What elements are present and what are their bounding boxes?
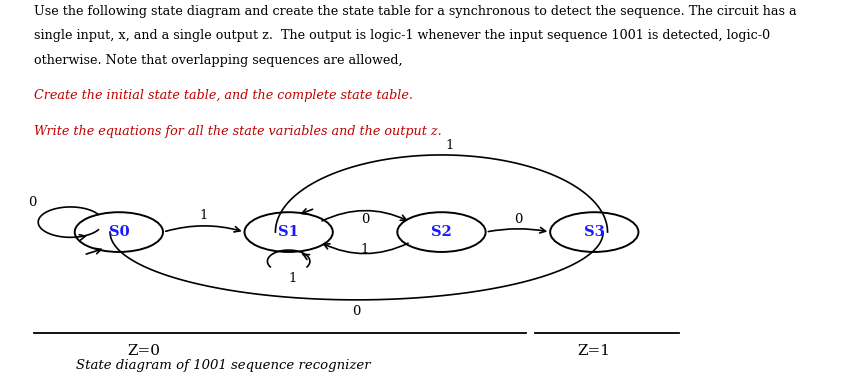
Text: Use the following state diagram and create the state table for a synchronous to : Use the following state diagram and crea… — [34, 5, 796, 18]
Text: S2: S2 — [431, 225, 452, 239]
Text: Z=1: Z=1 — [578, 344, 610, 358]
Text: 0: 0 — [28, 196, 37, 209]
Text: otherwise. Note that overlapping sequences are allowed,: otherwise. Note that overlapping sequenc… — [34, 54, 402, 67]
Text: 1: 1 — [361, 243, 369, 256]
Text: S0: S0 — [109, 225, 129, 239]
Text: 1: 1 — [446, 139, 454, 152]
Text: 1: 1 — [289, 272, 297, 285]
Text: 0: 0 — [514, 213, 522, 226]
Text: S1: S1 — [278, 225, 299, 239]
Text: 1: 1 — [200, 209, 208, 222]
Text: 0: 0 — [361, 213, 369, 226]
Text: State diagram of 1001 sequence recognizer: State diagram of 1001 sequence recognize… — [76, 359, 371, 372]
Text: 0: 0 — [352, 305, 361, 318]
Text: S3: S3 — [584, 225, 604, 239]
Text: Z=0: Z=0 — [128, 344, 160, 358]
Text: Write the equations for all the state variables and the output z.: Write the equations for all the state va… — [34, 125, 441, 138]
Text: Create the initial state table, and the complete state table.: Create the initial state table, and the … — [34, 89, 413, 103]
Text: single input, x, and a single output z.  The output is logic-1 whenever the inpu: single input, x, and a single output z. … — [34, 29, 770, 42]
